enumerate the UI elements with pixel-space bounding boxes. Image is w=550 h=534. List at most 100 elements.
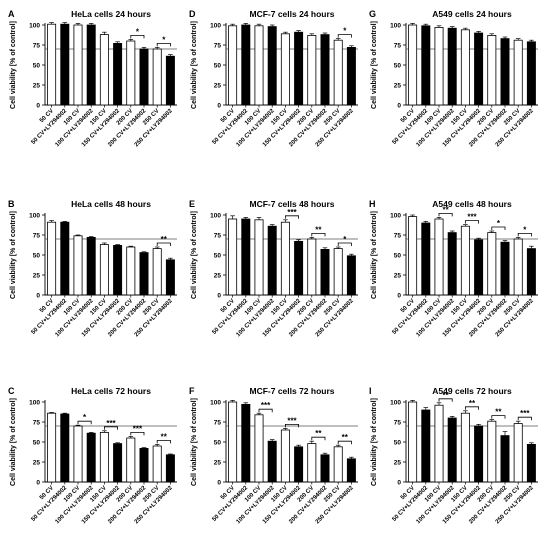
y-tick-label: 100: [390, 400, 401, 407]
bar: [346, 47, 356, 106]
significance-label: *: [343, 235, 347, 244]
panel-b: B HeLa cells 48 hours Cell viability [% of…: [8, 199, 177, 338]
significance-label: ***: [467, 213, 477, 222]
y-tick-label: 0: [397, 293, 401, 300]
panel-h: H A549 cells 48 hours Cell viability [% of…: [369, 199, 538, 338]
bar: [139, 48, 149, 106]
bar: [267, 225, 277, 296]
significance-bracket: [337, 242, 352, 246]
chart-title: A549 cells 24 hours: [432, 9, 512, 19]
bar: [254, 219, 264, 296]
significance-bracket: [285, 215, 299, 219]
bar: [421, 25, 431, 106]
y-axis-label: Cell viability [% of control]: [371, 211, 378, 299]
bar: [241, 218, 251, 296]
y-tick-label: 75: [33, 233, 41, 240]
bar: [408, 401, 418, 483]
bar: [500, 38, 510, 106]
y-axis-label: Cell viability [% of control]: [191, 21, 198, 109]
bar: [434, 404, 444, 483]
bar: [126, 40, 136, 106]
significance-bracket: [258, 408, 273, 413]
y-tick-label: 25: [33, 273, 41, 280]
significance-label: *: [83, 413, 87, 422]
y-axis-label: Cell viability [% of control]: [10, 211, 17, 299]
y-axis-label: Cell viability [% of control]: [191, 398, 198, 486]
y-tick-label: 0: [217, 480, 221, 487]
panel-e: E MCF-7 cells 48 hours Cell viability [% o…: [189, 199, 358, 338]
bar: [267, 26, 277, 106]
significance-label: **: [315, 429, 322, 438]
significance-bracket: [77, 420, 92, 425]
bar: [113, 244, 123, 296]
bar: [294, 240, 304, 296]
y-tick-label: 100: [29, 23, 40, 30]
chart-title: HeLa cells 24 hours: [71, 9, 151, 19]
bar: [228, 401, 238, 483]
chart-title: HeLa cells 48 hours: [71, 199, 151, 209]
y-tick-label: 75: [33, 420, 41, 427]
chart-title: MCF-7 cells 72 hours: [249, 386, 334, 396]
bar: [280, 429, 290, 483]
y-tick-label: 75: [394, 43, 402, 50]
panel-a: A HeLa cells 24 hours Cell viability [% of…: [8, 9, 177, 148]
significance-label: **: [315, 225, 322, 234]
bar: [99, 431, 109, 483]
y-tick-label: 100: [29, 400, 40, 407]
bar: [434, 218, 444, 296]
y-tick-label: 75: [214, 233, 222, 240]
chart-title: A549 cells 72 hours: [432, 386, 512, 396]
significance-bracket: [156, 43, 171, 47]
y-axis-label: Cell viability [% of control]: [10, 398, 17, 486]
y-tick-label: 100: [390, 23, 401, 30]
panel-letter: E: [189, 199, 195, 209]
y-tick-label: 100: [210, 400, 221, 407]
bar: [500, 241, 510, 296]
bar: [487, 232, 497, 296]
panel-c: C HeLa cells 72 hours Cell viability [% of…: [8, 386, 177, 525]
significance-bracket: [156, 242, 171, 246]
bar: [139, 252, 149, 296]
y-tick-label: 25: [394, 460, 402, 467]
significance-label: ***: [287, 208, 297, 217]
bar: [86, 24, 96, 106]
y-tick-label: 0: [36, 293, 40, 300]
bar: [47, 412, 57, 483]
bar: [447, 27, 457, 106]
y-tick-label: 25: [33, 460, 41, 467]
bar: [152, 48, 162, 106]
significance-bracket: [104, 426, 118, 430]
bar: [408, 24, 418, 106]
panel-letter: C: [8, 386, 15, 396]
significance-label: ***: [520, 409, 530, 418]
y-tick-label: 0: [36, 480, 40, 487]
panel-g: G A549 cells 24 hours Cell viability [% of…: [369, 9, 538, 148]
panel-d: D MCF-7 cells 24 hours Cell viability [% o…: [189, 9, 358, 148]
bar: [320, 454, 330, 483]
bar: [307, 443, 317, 483]
significance-label: **: [161, 432, 168, 441]
bar: [333, 39, 343, 106]
y-tick-label: 50: [214, 63, 222, 70]
y-tick-label: 0: [217, 293, 221, 300]
bar: [474, 32, 484, 106]
y-tick-label: 25: [214, 273, 222, 280]
bar: [280, 221, 290, 296]
y-tick-label: 75: [214, 420, 222, 427]
y-tick-label: 0: [36, 103, 40, 110]
bar: [307, 238, 317, 296]
significance-bracket: [130, 35, 145, 39]
significance-label: *: [497, 219, 501, 228]
y-tick-label: 50: [394, 253, 402, 260]
significance-label: *: [136, 27, 140, 36]
y-tick-label: 25: [214, 83, 222, 90]
bar: [254, 414, 264, 483]
bar: [513, 423, 523, 483]
bar: [526, 41, 536, 106]
bar: [152, 445, 162, 483]
bar: [60, 221, 70, 296]
y-tick-label: 25: [214, 460, 222, 467]
panel-letter: D: [189, 9, 196, 19]
y-tick-label: 100: [29, 213, 40, 220]
significance-label: **: [495, 408, 502, 417]
